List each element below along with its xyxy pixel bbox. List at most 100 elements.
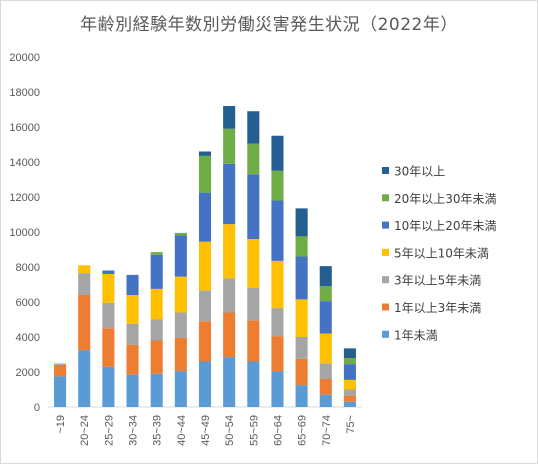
bar-segment [295,299,308,337]
bar-segment [271,336,284,372]
bar-segment [247,174,260,239]
bar-segment [126,295,139,324]
y-tick-label: 20000 [9,52,40,64]
bar-segment [174,232,187,236]
bar-segment [126,374,139,407]
y-tick-label: 4000 [16,332,40,344]
bar-segment [54,363,67,365]
bar-segment [198,192,212,242]
bar-segment [319,379,332,395]
bar-segment [126,274,139,295]
bar-segment [102,274,115,303]
bar-segment [78,273,91,295]
legend: 30年以上 20年以上30年未満 10年以上20年未満 5年以上10年未満 3年以上5年… [382,165,497,342]
legend-swatch [382,303,389,311]
x-tick-label: 40~44 [176,415,188,446]
bar-segment [198,241,212,291]
bar-segment [319,286,332,302]
bar-segment [150,373,163,407]
bar-segment [223,106,236,129]
legend-swatch [382,167,389,174]
bar-segment [295,236,308,257]
bar-segment [343,379,356,390]
x-tick-label: 75~ [345,415,357,434]
bar-segment [247,320,260,362]
bar-segment [247,111,260,144]
legend-label: 10年以上20年未満 [394,219,497,233]
bar-segment [198,155,212,193]
y-tick-label: 2000 [16,367,40,379]
bar-segment [295,358,308,386]
x-tick-label: 50~54 [224,415,236,446]
y-tick-label: 12000 [9,192,40,204]
bar-segment [198,321,212,362]
x-axis-ticks: ~19 20~24 25~29 30~34 35~39 40~44 45~49 50~54 55… [55,415,357,446]
bar-segment [78,265,91,274]
x-tick-label: 45~49 [200,415,212,446]
y-axis-ticks: 0 2000 4000 6000 8000 10000 12000 14000 16000 180… [9,52,40,414]
legend-label: 30年以上 [394,165,445,179]
legend-swatch [382,330,389,338]
bar-segment [54,364,67,365]
legend-label: 20年以上30年未満 [394,192,497,206]
x-tick-label: 60~64 [272,415,284,446]
x-tick-label: 55~59 [248,415,260,446]
legend-label: 1年以上3年未満 [394,301,481,315]
bar-segment [150,319,163,341]
bar-segment [102,302,115,329]
bar-segment [247,361,260,407]
bar-segment [271,260,284,309]
bar-segment [54,365,67,377]
bar-segment [198,361,212,407]
x-tick-label: 35~39 [152,415,164,446]
bar-segment [343,395,356,402]
x-tick-label: 70~74 [321,415,333,446]
x-tick-label: 30~34 [128,415,140,446]
y-tick-label: 18000 [9,87,40,99]
bar-segment [102,270,115,274]
bar-segment [150,288,163,320]
legend-swatch [382,276,389,284]
y-tick-label: 6000 [16,297,40,309]
bar-segment [271,170,284,201]
x-tick-label: 25~29 [103,415,115,446]
bar-segment [343,364,356,380]
bar-segment [271,135,284,171]
legend-swatch [382,221,389,229]
bar-segment [271,200,284,261]
bar-segment [319,363,332,379]
y-tick-label: 10000 [9,227,40,239]
y-tick-label: 14000 [9,157,40,169]
bar-segment [102,366,115,407]
bar-segment [223,128,236,164]
chart-title: 年齢別経験年数別労働災害発生状況（2022年） [80,15,458,35]
bar-segment [271,372,284,407]
bar-segment [295,385,308,407]
bar-segment [174,235,187,277]
bar-segment [295,337,308,359]
legend-swatch [382,248,389,256]
bar-segment [343,348,356,358]
bar-segment [198,151,212,156]
bar-segment [102,328,115,367]
bar-segment [78,295,91,351]
bar-segment [174,276,187,313]
bar-segment [150,340,163,374]
bar-segment [126,344,139,375]
bar-segment [343,389,356,396]
legend-label: 1年未満 [394,328,438,342]
bar-segment [271,308,284,337]
bar-segment [247,288,260,321]
bar-segment [247,239,260,288]
bar-segment [319,301,332,334]
bar-segment [150,254,163,289]
bar-segment [343,401,356,407]
bar-segment [78,350,91,407]
bar-segment [150,252,163,255]
x-tick-label: 20~24 [79,415,91,446]
x-tick-label: 65~69 [297,415,309,446]
bar-segment [223,224,236,279]
bar-segment [247,143,260,175]
y-tick-label: 16000 [9,122,40,134]
